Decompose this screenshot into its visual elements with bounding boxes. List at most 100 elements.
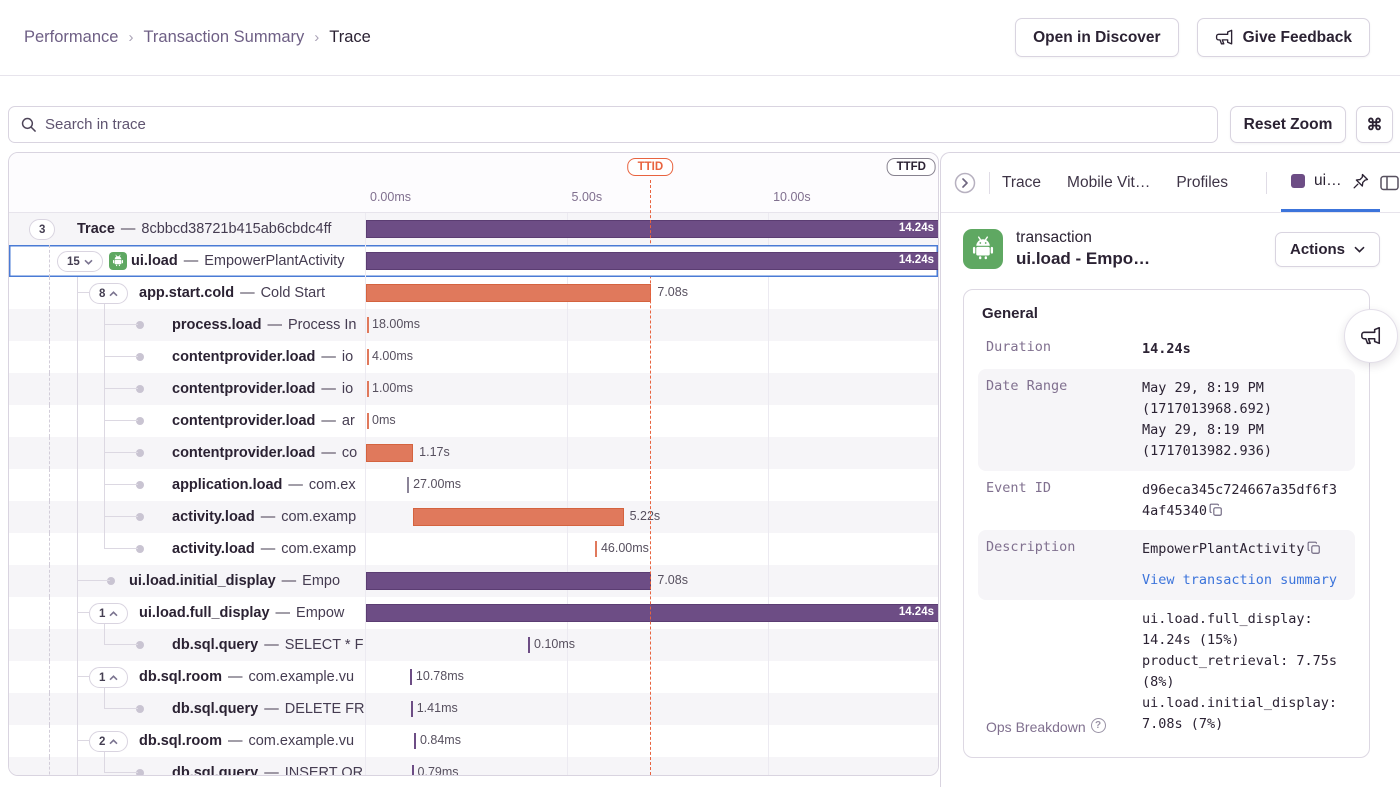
tree-guide	[49, 693, 50, 725]
trace-row[interactable]: process.load — Process In 18.00ms	[9, 309, 938, 341]
actions-button[interactable]: Actions	[1274, 231, 1380, 267]
trace-row-bar-cell[interactable]: 1.17s	[365, 437, 938, 469]
dock-left-icon[interactable]	[1379, 175, 1399, 191]
trace-row[interactable]: 1 ui.load.full_display — Empow 14.24s	[9, 597, 938, 629]
trace-row-bar-cell[interactable]: 10.78ms	[365, 661, 938, 693]
span-bar[interactable]	[410, 701, 413, 717]
megaphone-icon	[1215, 28, 1234, 47]
span-bar[interactable]	[411, 765, 414, 775]
child-count-pill[interactable]: 2	[89, 731, 129, 752]
trace-row[interactable]: db.sql.query — INSERT OR 0.79ms	[9, 757, 938, 775]
span-bar[interactable]: 14.24s	[366, 252, 938, 270]
child-count-pill[interactable]: 1	[89, 603, 129, 624]
tree-guide	[49, 725, 50, 757]
trace-row[interactable]: 15 ui.load — EmpowerPlantActivity 14.24s	[9, 245, 938, 277]
span-bar[interactable]	[409, 669, 412, 685]
trace-row[interactable]: 8 app.start.cold — Cold Start 7.08s	[9, 277, 938, 309]
trace-row-bar-cell[interactable]: 14.24s	[365, 597, 938, 629]
span-bar[interactable]	[366, 413, 369, 429]
trace-row-bar-cell[interactable]: 0.10ms	[365, 629, 938, 661]
span-bar[interactable]	[407, 477, 410, 493]
trace-row-bar-cell[interactable]: 4.00ms	[365, 341, 938, 373]
span-separator: —	[321, 349, 336, 365]
reset-zoom-button[interactable]: Reset Zoom	[1230, 106, 1346, 143]
child-count-pill[interactable]: 3	[29, 219, 56, 240]
span-bar[interactable]	[366, 572, 652, 590]
trace-row[interactable]: contentprovider.load — io 4.00ms	[9, 341, 938, 373]
span-description: io	[341, 381, 354, 397]
trace-row-bar-cell[interactable]: 5.22s	[365, 501, 938, 533]
span-bar[interactable]	[366, 349, 369, 365]
trace-row[interactable]: contentprovider.load — ar 0ms	[9, 405, 938, 437]
span-bar[interactable]	[366, 444, 414, 462]
trace-row[interactable]: db.sql.query — DELETE FR 1.41ms	[9, 693, 938, 725]
trace-row-bar-cell[interactable]: 0.84ms	[365, 725, 938, 757]
trace-row[interactable]: ui.load.initial_display — Empo 7.08s	[9, 565, 938, 597]
trace-row[interactable]: application.load — com.ex 27.00ms	[9, 469, 938, 501]
tab-active-span[interactable]: ui…	[1281, 153, 1380, 212]
trace-row[interactable]: contentprovider.load — co 1.17s	[9, 437, 938, 469]
child-count-pill[interactable]: 1	[89, 667, 129, 688]
trace-row-bar-cell[interactable]: 18.00ms	[365, 309, 938, 341]
tree-guide	[104, 693, 105, 709]
trace-row-bar-cell[interactable]: 1.00ms	[365, 373, 938, 405]
feedback-floating-button[interactable]	[1344, 309, 1398, 363]
copy-icon[interactable]	[1209, 503, 1223, 517]
trace-row-bar-cell[interactable]: 0.79ms	[365, 757, 938, 775]
span-bar[interactable]	[528, 637, 531, 653]
tab-trace[interactable]: Trace	[1002, 173, 1042, 191]
trace-row-bar-cell[interactable]: 7.08s	[365, 565, 938, 597]
trace-row-bar-cell[interactable]: 14.24s	[365, 213, 938, 245]
tab-profiles[interactable]: Profiles	[1176, 173, 1229, 191]
span-bar[interactable]	[366, 317, 369, 333]
trace-row-bar-cell[interactable]: 14.24s	[365, 245, 938, 277]
span-duration-label: 0.10ms	[534, 637, 576, 651]
trace-row-bar-cell[interactable]: 0ms	[365, 405, 938, 437]
child-count-pill[interactable]: 15	[57, 251, 103, 272]
marker-pill-ttid[interactable]: TTID	[627, 158, 674, 176]
chevron-right-icon: ›	[314, 29, 320, 46]
tree-guide	[49, 757, 50, 775]
span-bar[interactable]: 14.24s	[366, 604, 938, 622]
trace-row[interactable]: activity.load — com.examp 5.22s	[9, 501, 938, 533]
tree-guide	[104, 324, 138, 325]
trace-row[interactable]: db.sql.query — SELECT * F 0.10ms	[9, 629, 938, 661]
span-bar[interactable]	[413, 733, 416, 749]
pin-icon[interactable]	[1351, 172, 1370, 191]
search-input[interactable]	[45, 116, 1206, 133]
command-shortcut-button[interactable]: ⌘	[1356, 106, 1393, 143]
trace-row-tree-cell: 15 ui.load — EmpowerPlantActivity	[9, 245, 365, 277]
span-bar[interactable]	[413, 508, 624, 526]
collapse-drawer-icon[interactable]	[953, 171, 977, 195]
child-count-pill[interactable]: 8	[89, 283, 129, 304]
breadcrumb-transaction-summary[interactable]: Transaction Summary	[143, 28, 305, 46]
trace-row-bar-cell[interactable]: 46.00ms	[365, 533, 938, 565]
trace-row[interactable]: 1 db.sql.room — com.example.vu 10.78ms	[9, 661, 938, 693]
trace-row[interactable]: contentprovider.load — io 1.00ms	[9, 373, 938, 405]
give-feedback-button[interactable]: Give Feedback	[1196, 18, 1370, 57]
trace-row[interactable]: activity.load — com.examp 46.00ms	[9, 533, 938, 565]
timeline-header[interactable]: 0.00ms 5.00s 10.00s	[9, 153, 938, 213]
copy-icon[interactable]	[1307, 541, 1321, 555]
span-separator: —	[321, 413, 336, 429]
trace-row-bar-cell[interactable]: 27.00ms	[365, 469, 938, 501]
span-separator: —	[321, 381, 336, 397]
span-bar[interactable]: 14.24s	[366, 220, 938, 238]
search-box[interactable]	[8, 106, 1218, 143]
open-in-discover-button[interactable]: Open in Discover	[1015, 18, 1179, 57]
trace-row-bar-cell[interactable]: 7.08s	[365, 277, 938, 309]
marker-pill-ttfd[interactable]: TTFD	[886, 158, 936, 176]
trace-row-bar-cell[interactable]: 1.41ms	[365, 693, 938, 725]
breadcrumb-performance[interactable]: Performance	[24, 28, 119, 46]
span-label: db.sql.query — SELECT * F	[172, 629, 363, 661]
trace-row[interactable]: 3 Trace — 8cbbcd38721b415ab6cbdc4ff 14.2…	[9, 213, 938, 245]
field-key: Event ID	[986, 479, 1052, 496]
span-label: db.sql.query — DELETE FR	[172, 693, 364, 725]
span-bar[interactable]	[594, 541, 597, 557]
span-bar[interactable]	[366, 284, 652, 302]
view-transaction-summary-link[interactable]: View transaction summary	[1142, 572, 1338, 589]
tab-mobile-vitals[interactable]: Mobile Vit…	[1067, 173, 1151, 191]
trace-row[interactable]: 2 db.sql.room — com.example.vu 0.84ms	[9, 725, 938, 757]
span-bar[interactable]	[366, 381, 369, 397]
help-icon[interactable]: ?	[1090, 717, 1106, 733]
